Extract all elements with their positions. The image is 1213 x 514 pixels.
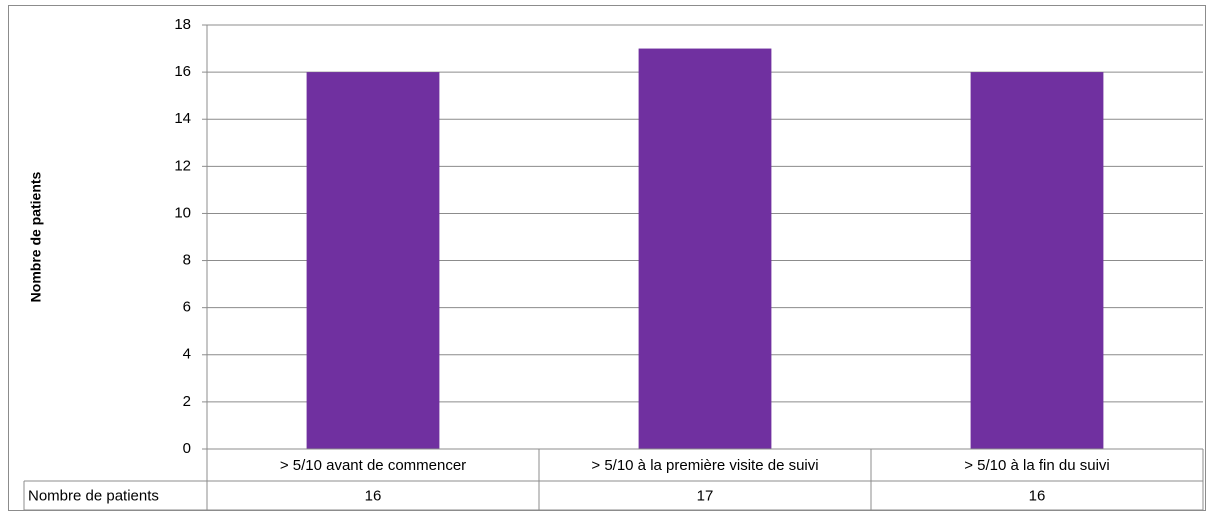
y-axis-label: Nombre de patients <box>28 171 44 302</box>
y-tick-label: 12 <box>174 157 191 174</box>
y-tick-label: 6 <box>183 299 191 316</box>
legend-label: Nombre de patients <box>28 487 159 504</box>
data-label: 16 <box>365 487 382 504</box>
y-tick-label: 18 <box>174 16 191 33</box>
bar <box>306 72 440 449</box>
y-tick-label: 14 <box>174 110 191 127</box>
y-tick-label: 2 <box>183 393 191 410</box>
y-tick-label: 16 <box>174 63 191 80</box>
y-tick-label: 4 <box>183 346 191 363</box>
bar <box>970 72 1104 449</box>
x-tick-label: > 5/10 à la première visite de suivi <box>591 457 818 474</box>
x-tick-label: > 5/10 à la fin du suivi <box>964 457 1110 474</box>
y-tick-label: 8 <box>183 252 191 269</box>
y-tick-label: 0 <box>183 440 191 457</box>
data-label: 16 <box>1029 487 1046 504</box>
y-tick-label: 10 <box>174 204 191 221</box>
data-label: 17 <box>697 487 714 504</box>
bar <box>638 48 772 450</box>
x-tick-label: > 5/10 avant de commencer <box>280 457 466 474</box>
